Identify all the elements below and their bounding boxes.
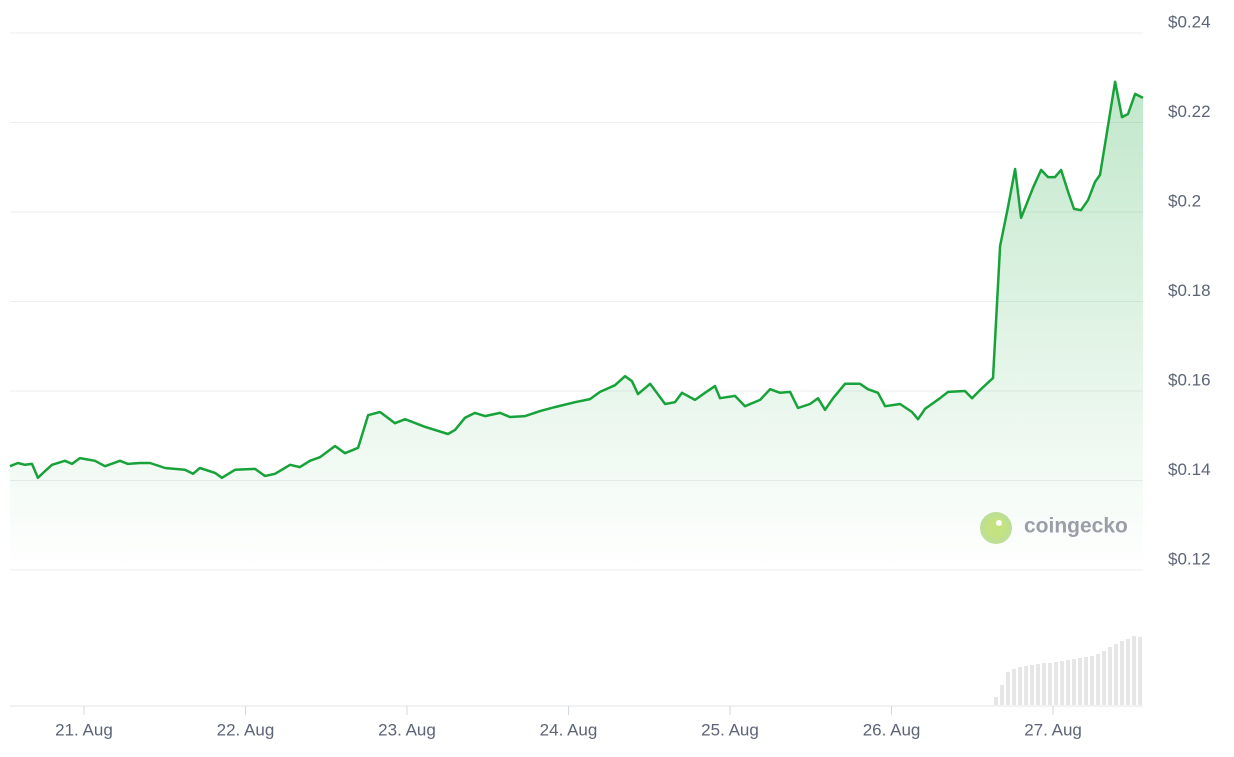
volume-bar [1036,664,1041,705]
volume-bar [1024,666,1029,705]
y-tick-label: $0.12 [1168,549,1211,568]
y-tick-label: $0.24 [1168,12,1211,31]
y-tick-label: $0.22 [1168,102,1211,121]
volume-bar [1138,637,1143,705]
price-area [10,81,1143,571]
y-tick-label: $0.2 [1168,191,1201,210]
volume-bar [1108,647,1113,705]
volume-bar [1132,636,1137,705]
y-tick-label: $0.14 [1168,460,1211,479]
volume-bar [1054,662,1059,705]
volume-bar [1060,661,1065,705]
x-tick-label: 26. Aug [863,720,921,739]
volume-bar [1096,654,1101,705]
volume-bar [1102,651,1107,705]
volume-bar [1114,644,1119,705]
volume-bar [1000,685,1005,705]
x-tick-label: 23. Aug [378,720,436,739]
x-tick-label: 22. Aug [217,720,275,739]
watermark-text: coingecko [1024,515,1128,538]
x-tick-label: 25. Aug [701,720,759,739]
volume-bar [1018,667,1023,705]
volume-bar [1083,657,1088,705]
x-tick-label: 27. Aug [1024,720,1082,739]
volume-bar [1066,660,1071,705]
price-line [9,80,1144,480]
volume-bar [1005,672,1010,705]
y-tick-label: $0.18 [1168,281,1211,300]
x-tick-label: 21. Aug [55,720,113,739]
volume-bar [1012,669,1017,705]
volume-bar [1078,658,1083,705]
volume-bar [1125,639,1130,705]
y-tick-label: $0.16 [1168,370,1211,389]
volume-bar [1041,663,1046,705]
volume-bar [1089,656,1094,705]
volume-bar [1047,663,1052,705]
plot: $0.12 $0.14 $0.16 $0.18 $0.2 $0.22 $0.24 21. Au… [9,12,1211,739]
volume-bar [1030,665,1035,705]
volume-bar [994,697,999,705]
x-tick-label: 24. Aug [540,720,598,739]
volume-bar [1072,659,1077,705]
watermark: coingecko [980,512,1128,544]
volume-bar [1120,641,1125,705]
